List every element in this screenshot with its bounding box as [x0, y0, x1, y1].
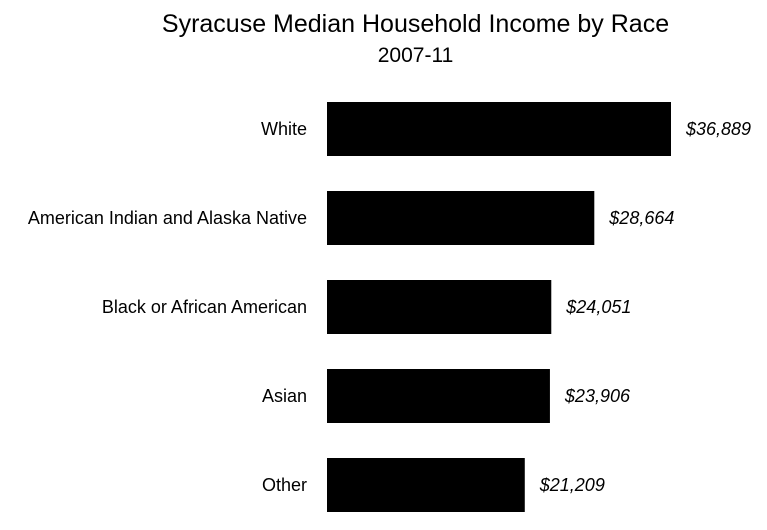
- value-label-0: $36,889: [685, 119, 751, 139]
- value-label-1: $28,664: [608, 208, 674, 228]
- category-label-4: Other: [262, 475, 307, 495]
- value-label-2: $24,051: [565, 297, 631, 317]
- chart-subtitle: 2007-11: [377, 44, 454, 67]
- category-label-1: American Indian and Alaska Native: [28, 208, 307, 228]
- bar-0: [327, 102, 671, 156]
- value-label-4: $21,209: [539, 475, 605, 495]
- chart-title: Syracuse Median Household Income by Race: [161, 10, 670, 38]
- bar-3: [327, 369, 550, 423]
- bar-1: [327, 191, 595, 245]
- value-label-3: $23,906: [564, 386, 631, 406]
- category-label-2: Black or African American: [102, 297, 307, 317]
- bar-4: [327, 458, 525, 512]
- category-label-3: Asian: [262, 386, 307, 406]
- bar-2: [327, 280, 552, 334]
- category-label-0: White: [261, 119, 307, 139]
